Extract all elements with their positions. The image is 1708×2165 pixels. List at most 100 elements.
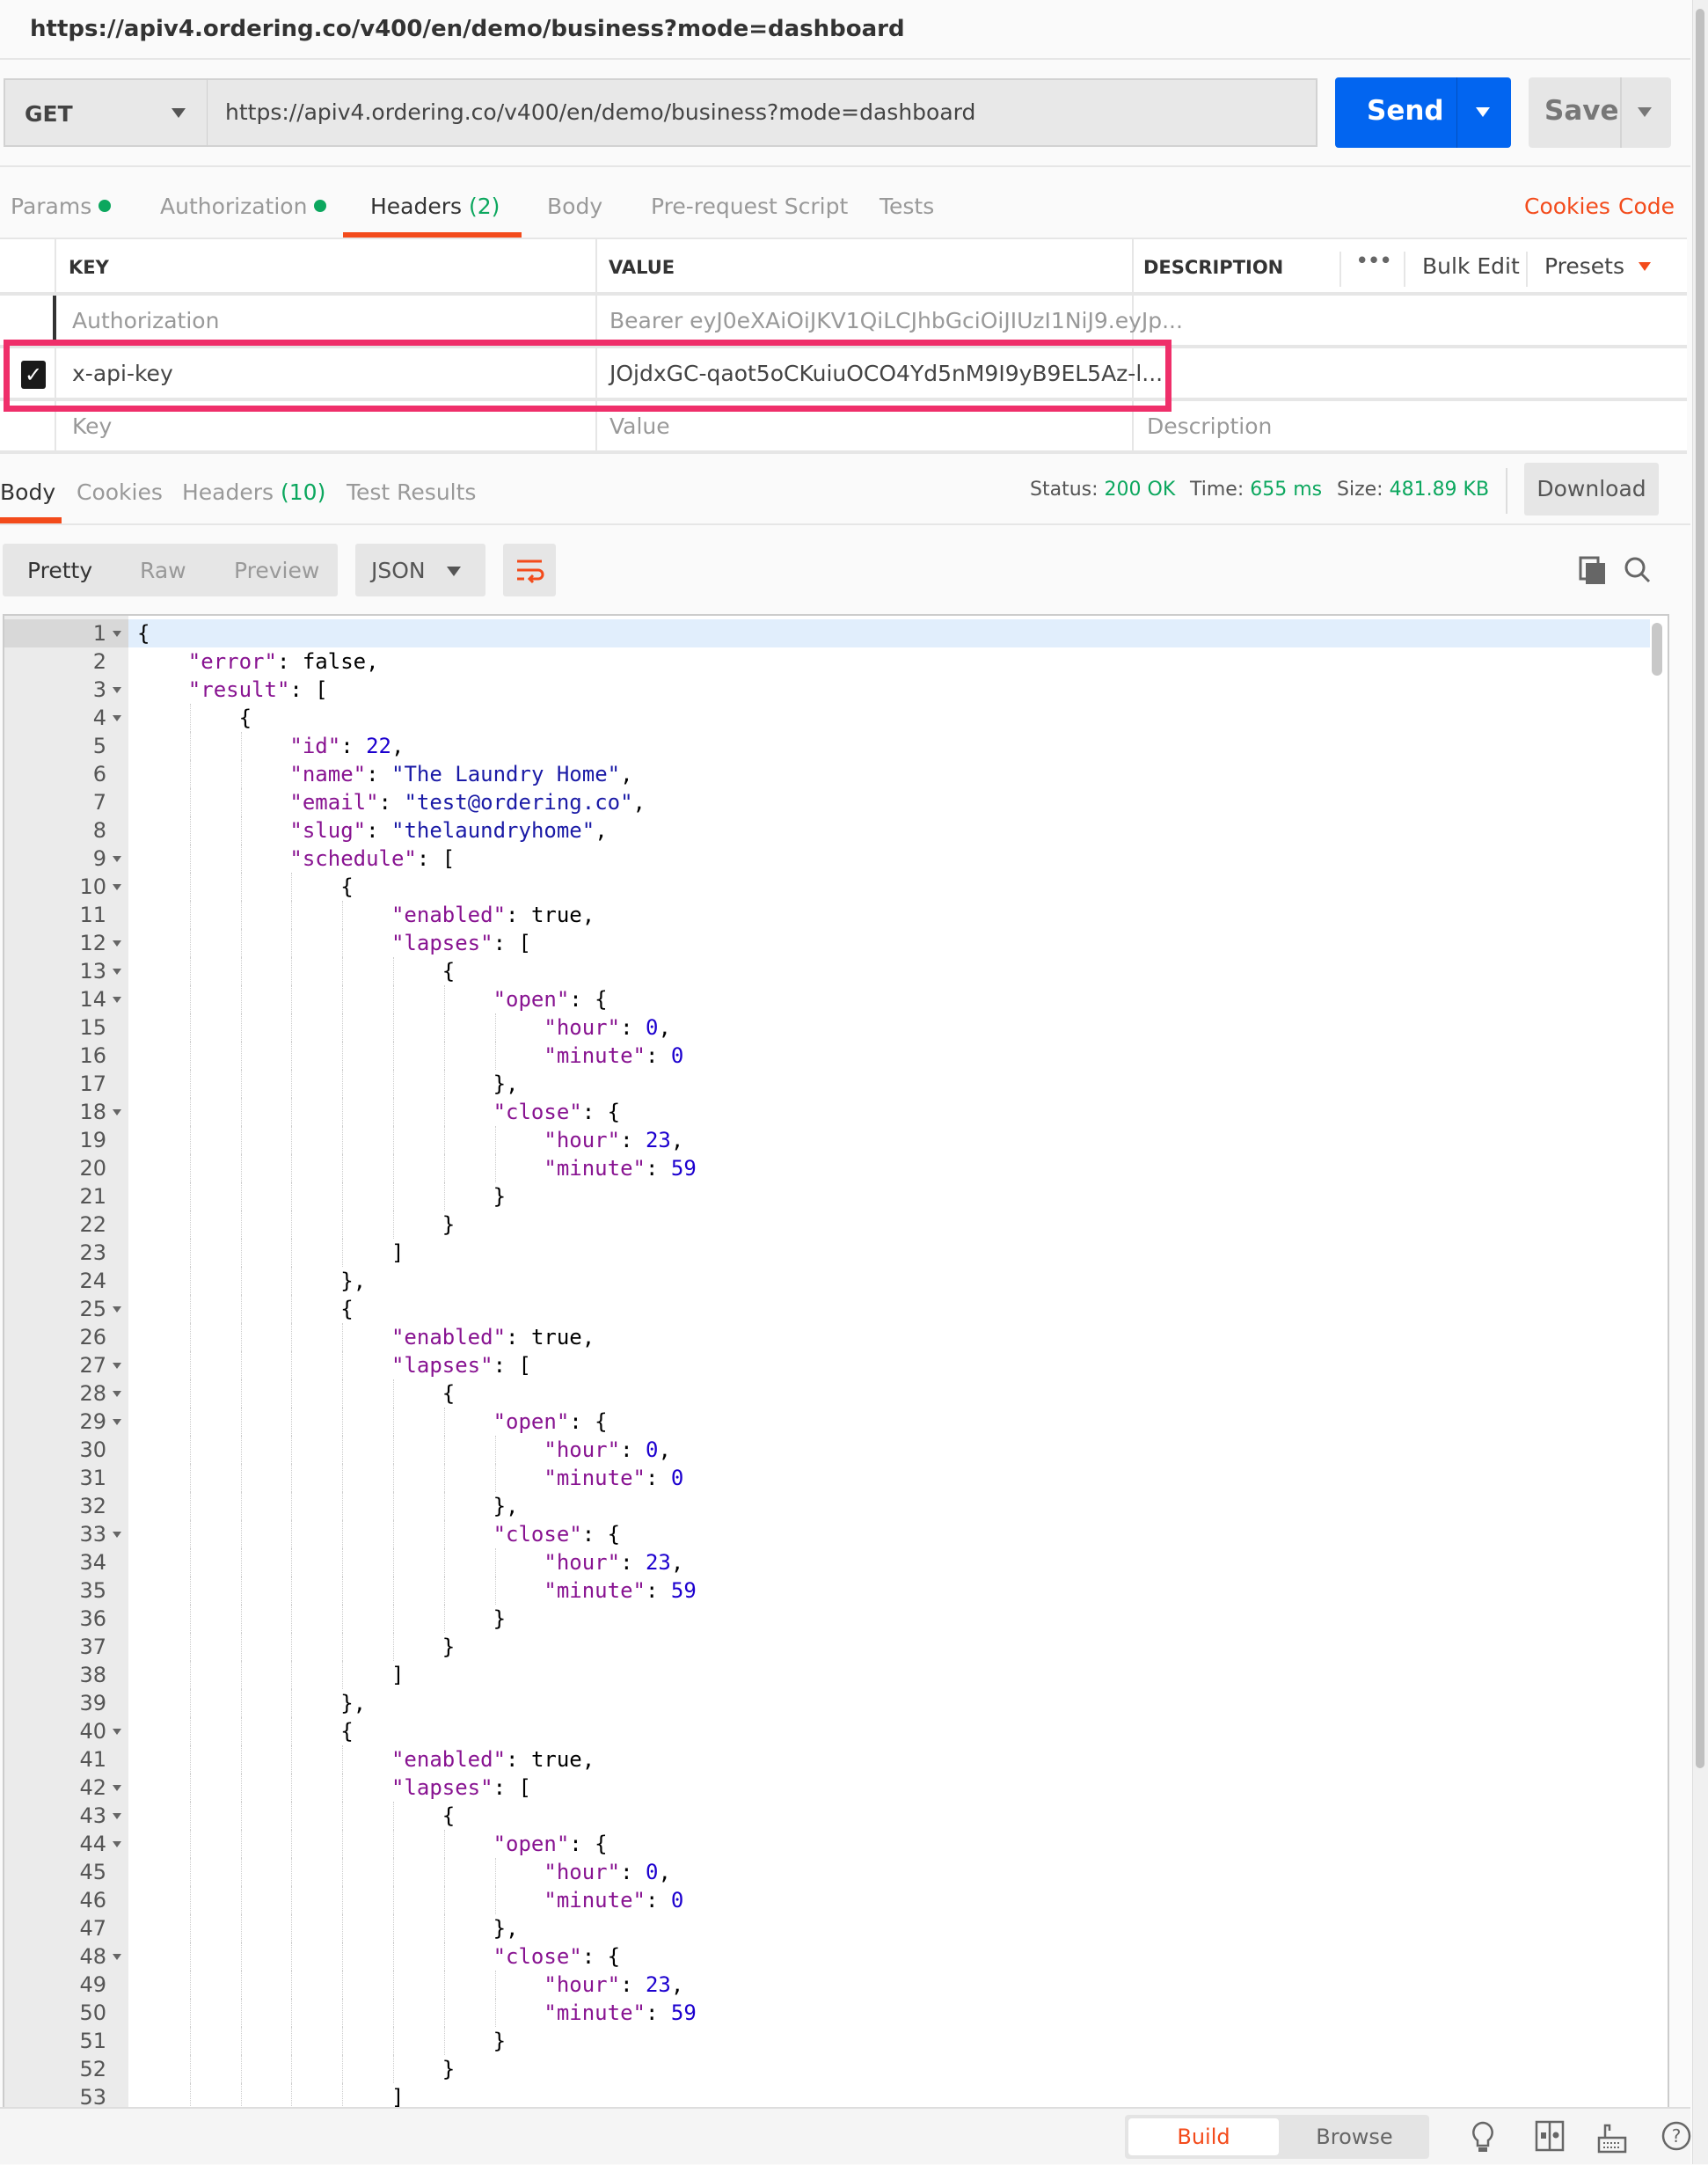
indent-guide bbox=[342, 1042, 344, 1070]
window-scrollbar-thumb[interactable] bbox=[1696, 9, 1704, 1768]
indent-guide bbox=[189, 1436, 191, 1464]
indent-guide bbox=[443, 1605, 445, 1633]
two-pane-icon[interactable] bbox=[1532, 2120, 1567, 2155]
indent-guide bbox=[189, 1098, 191, 1126]
view-raw[interactable]: Raw bbox=[140, 558, 186, 583]
indent-guide bbox=[240, 1689, 242, 1717]
indent-guide bbox=[189, 1576, 191, 1605]
tab-headers[interactable]: Headers (2) bbox=[370, 194, 500, 219]
tab-tests[interactable]: Tests bbox=[880, 194, 935, 219]
format-select[interactable]: JSON bbox=[355, 544, 485, 596]
code-link[interactable]: Code bbox=[1618, 194, 1675, 219]
divider bbox=[1620, 77, 1622, 148]
save-options-chevron-icon[interactable] bbox=[1638, 107, 1652, 117]
more-options-icon[interactable]: ••• bbox=[1356, 250, 1392, 271]
indent-guide bbox=[189, 1042, 191, 1070]
fold-toggle-icon[interactable] bbox=[113, 687, 121, 693]
fold-toggle-icon[interactable] bbox=[113, 1954, 121, 1960]
new-description-input[interactable]: Description bbox=[1147, 413, 1273, 439]
fold-toggle-icon[interactable] bbox=[113, 1306, 121, 1313]
fold-toggle-icon[interactable] bbox=[113, 1419, 121, 1425]
fold-toggle-icon[interactable] bbox=[113, 1785, 121, 1791]
wrap-icon bbox=[517, 560, 544, 584]
row-drag-handle[interactable] bbox=[53, 296, 56, 345]
line-number: 30 bbox=[79, 1437, 106, 1462]
cookies-link[interactable]: Cookies bbox=[1524, 194, 1610, 219]
response-body-editor[interactable]: 1 {2 "error": false, 3 "result": [4 {5 "id… bbox=[3, 614, 1669, 2107]
line-number: 23 bbox=[79, 1240, 106, 1265]
indent-guide bbox=[291, 1210, 293, 1239]
view-pretty[interactable]: Pretty bbox=[27, 558, 93, 583]
indent-guide bbox=[240, 1576, 242, 1605]
presets-dropdown[interactable]: Presets bbox=[1544, 253, 1651, 279]
response-tab-headers[interactable]: Headers (10) bbox=[182, 479, 325, 505]
method-select[interactable]: GET bbox=[4, 78, 208, 147]
fold-toggle-icon[interactable] bbox=[113, 1109, 121, 1115]
tab-authorization[interactable]: Authorization bbox=[160, 194, 327, 219]
line-number: 39 bbox=[79, 1691, 106, 1715]
indent-guide bbox=[189, 1999, 191, 2027]
response-tab-body[interactable]: Body bbox=[0, 479, 56, 505]
fold-toggle-icon[interactable] bbox=[113, 940, 121, 947]
view-preview[interactable]: Preview bbox=[234, 558, 320, 583]
new-key-input[interactable]: Key bbox=[72, 413, 113, 439]
fold-toggle-icon[interactable] bbox=[113, 631, 121, 637]
line-number: 27 bbox=[79, 1353, 106, 1378]
window-title: https://apiv4.ordering.co/v400/en/demo/b… bbox=[30, 16, 905, 42]
fold-toggle-icon[interactable] bbox=[113, 1532, 121, 1538]
fold-toggle-icon[interactable] bbox=[113, 884, 121, 890]
fold-toggle-icon[interactable] bbox=[113, 1841, 121, 1847]
tab-pre-request-script[interactable]: Pre-request Script bbox=[651, 194, 849, 219]
indent-guide bbox=[189, 1661, 191, 1689]
indent-guide bbox=[393, 2027, 394, 2055]
keyboard-icon[interactable] bbox=[1595, 2120, 1630, 2155]
indent-guide bbox=[443, 985, 445, 1013]
indent-guide bbox=[189, 1717, 191, 1745]
fold-toggle-icon[interactable] bbox=[113, 1813, 121, 1819]
copy-icon[interactable] bbox=[1579, 556, 1607, 588]
indent-guide bbox=[189, 1070, 191, 1098]
line-number: 32 bbox=[79, 1494, 106, 1518]
fold-toggle-icon[interactable] bbox=[113, 997, 121, 1003]
lightbulb-icon[interactable] bbox=[1465, 2120, 1500, 2155]
send-button[interactable]: Send bbox=[1335, 77, 1511, 148]
fold-toggle-icon[interactable] bbox=[113, 1391, 121, 1397]
indent-guide bbox=[291, 1886, 293, 1914]
header-value-cell[interactable]: Bearer eyJ0eXAiOiJKV1QiLCJhbGciOiJIUzI1N… bbox=[609, 308, 1183, 333]
indent-guide bbox=[291, 1295, 293, 1323]
search-icon[interactable] bbox=[1624, 556, 1652, 588]
indent-guide bbox=[342, 1774, 344, 1802]
header-enabled-checkbox[interactable]: ✓ bbox=[21, 361, 46, 389]
indent-guide bbox=[189, 1745, 191, 1774]
tab-body[interactable]: Body bbox=[547, 194, 603, 219]
tab-params[interactable]: Params bbox=[11, 194, 112, 219]
header-value-cell[interactable]: JOjdxGC-qaot5oCKuiuOCO4Yd5nM9I9yB9EL5Az-… bbox=[609, 361, 1164, 386]
header-key-cell[interactable]: Authorization bbox=[72, 308, 220, 333]
fold-toggle-icon[interactable] bbox=[113, 856, 121, 862]
browse-button[interactable]: Browse bbox=[1316, 2125, 1393, 2149]
help-icon[interactable]: ? bbox=[1659, 2120, 1694, 2155]
response-tab-test-results[interactable]: Test Results bbox=[347, 479, 477, 505]
fold-toggle-icon[interactable] bbox=[113, 969, 121, 975]
new-value-input[interactable]: Value bbox=[609, 413, 670, 439]
bulk-edit-link[interactable]: Bulk Edit bbox=[1422, 253, 1520, 279]
size-label: Size: bbox=[1337, 479, 1383, 501]
line-number: 14 bbox=[79, 987, 106, 1012]
save-button[interactable]: Save bbox=[1529, 77, 1671, 148]
editor-scrollbar[interactable] bbox=[1652, 623, 1662, 676]
code-line: "minute": 59 bbox=[544, 1156, 697, 1181]
wrap-lines-button[interactable] bbox=[503, 544, 556, 596]
response-tab-cookies[interactable]: Cookies bbox=[77, 479, 163, 505]
fold-toggle-icon[interactable] bbox=[113, 715, 121, 721]
build-button[interactable]: Build bbox=[1128, 2118, 1279, 2155]
download-button[interactable]: Download bbox=[1524, 463, 1659, 516]
send-options-chevron-icon[interactable] bbox=[1476, 107, 1490, 117]
line-number: 38 bbox=[79, 1663, 106, 1687]
indent-guide bbox=[342, 901, 344, 929]
line-number: 24 bbox=[79, 1269, 106, 1293]
url-input[interactable]: https://apiv4.ordering.co/v400/en/demo/b… bbox=[208, 78, 1317, 147]
fold-toggle-icon[interactable] bbox=[113, 1729, 121, 1735]
indent-guide bbox=[494, 1858, 496, 1886]
fold-toggle-icon[interactable] bbox=[113, 1363, 121, 1369]
header-key-cell[interactable]: x-api-key bbox=[72, 361, 173, 386]
